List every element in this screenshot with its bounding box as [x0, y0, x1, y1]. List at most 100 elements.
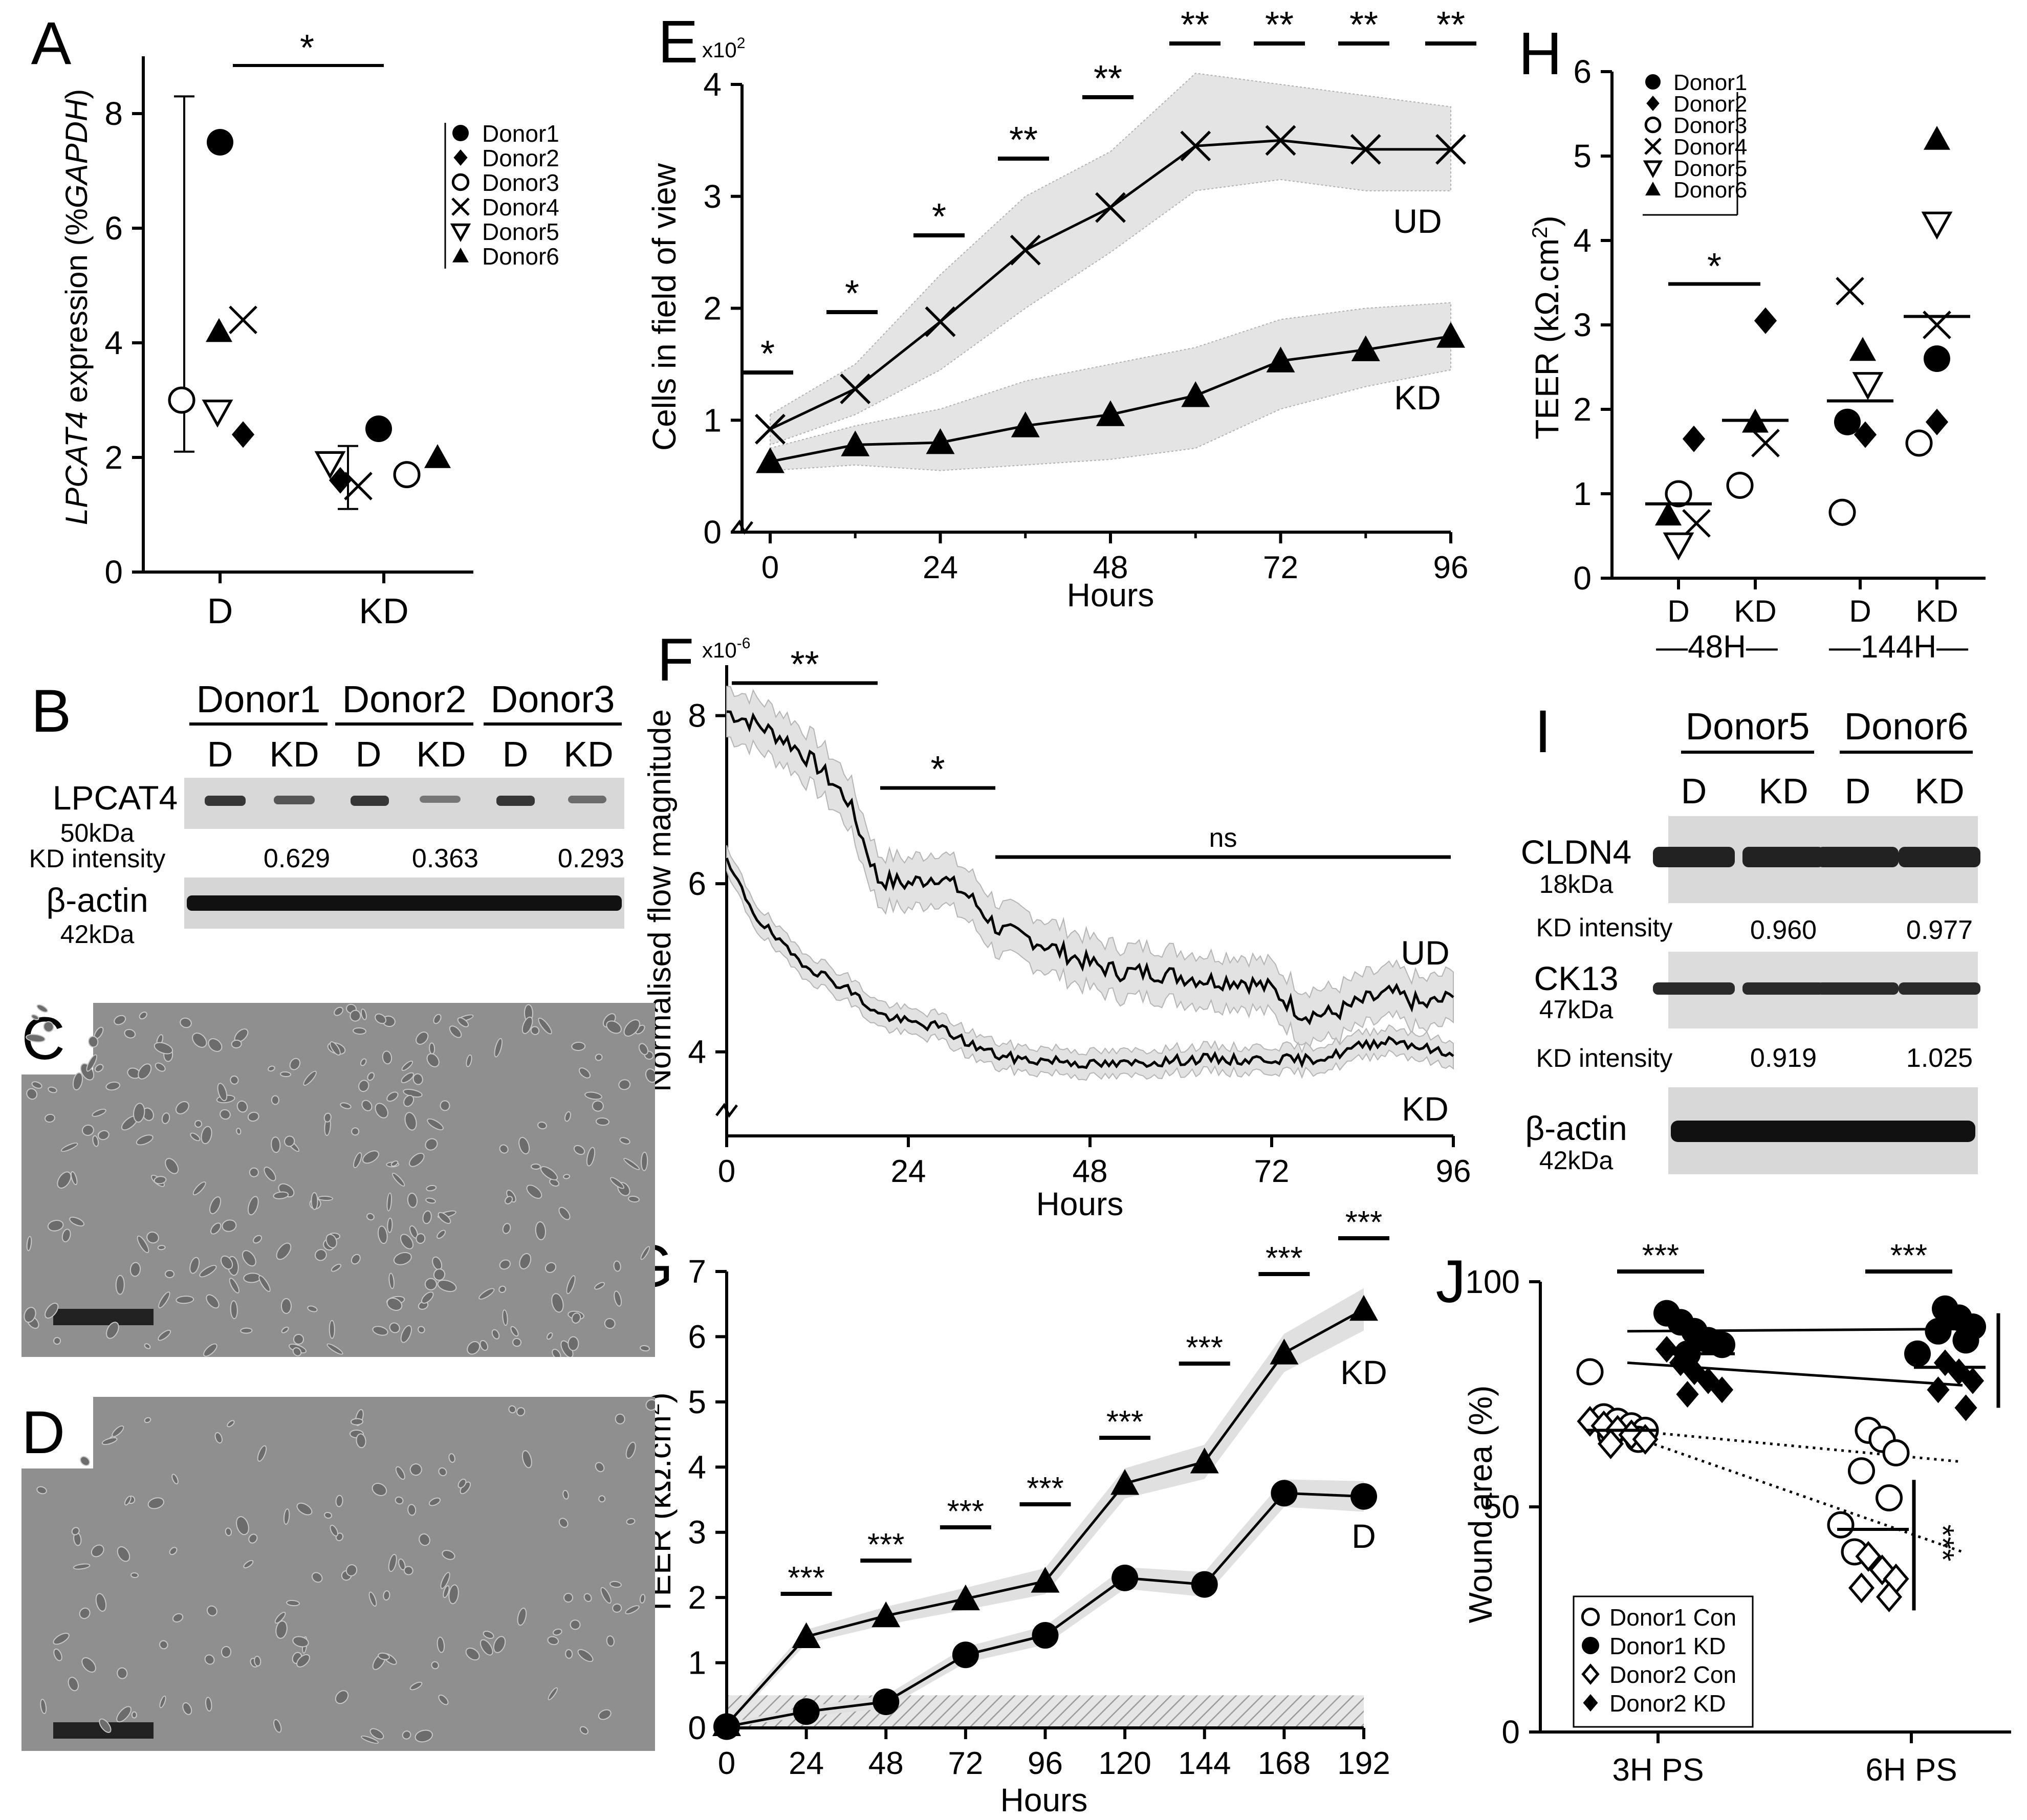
significance-label: *** — [1642, 1238, 1679, 1274]
x-tick-label: 96 — [1028, 1746, 1063, 1781]
cell-shape — [440, 1548, 457, 1562]
x-tick-label: 24 — [891, 1154, 926, 1189]
cell-shape — [542, 1260, 559, 1276]
lane-label: KD — [416, 734, 466, 774]
cell-shape — [514, 1405, 527, 1418]
data-point-donor6 — [1924, 126, 1950, 150]
cell-shape — [359, 1098, 375, 1113]
cell-shape — [408, 1679, 424, 1692]
data-point-donor5-d — [202, 399, 233, 428]
cell-shape — [234, 1099, 250, 1115]
cell-shape — [228, 1074, 241, 1087]
cell-shape — [407, 1461, 424, 1478]
data-point-donor2-con-6h — [1876, 1581, 1903, 1613]
cell-shape — [171, 1611, 185, 1625]
legend-label-donor2: Donor2 — [1673, 92, 1747, 117]
cell-shape — [68, 1214, 86, 1229]
cell-shape — [567, 1335, 579, 1351]
cell-shape — [76, 1605, 93, 1621]
cell-shape — [598, 1585, 614, 1606]
cell-shape — [115, 1666, 128, 1680]
cell-shape — [134, 1061, 155, 1083]
data-point-donor6-d — [206, 318, 232, 342]
data-point-donor2-con-6h — [1855, 1541, 1882, 1572]
cell-shape — [478, 1339, 490, 1352]
cldn4-band — [1653, 847, 1735, 867]
data-point-donor2 — [1925, 408, 1949, 435]
cell-shape — [369, 1480, 389, 1499]
data-point-donor6 — [1655, 501, 1682, 526]
legend-label-donor1: Donor1 — [1673, 70, 1747, 95]
lpcat4-band — [351, 796, 389, 806]
donor-header-donor2: Donor2 — [342, 678, 467, 720]
cell-shape — [221, 1646, 232, 1658]
multiplier-exp: 2 — [737, 35, 746, 52]
x-axis-label: Hours — [1036, 1186, 1124, 1222]
data-point-donor3 — [1905, 429, 1933, 457]
legend-marker-donor2-con — [1581, 1663, 1600, 1685]
data-point-donor1 — [1924, 345, 1950, 372]
y-tick-label: 3 — [703, 178, 722, 215]
cell-shape — [497, 1258, 513, 1272]
cell-shape — [255, 1444, 269, 1463]
legend-label-donor5: Donor5 — [1673, 156, 1747, 181]
cell-shape — [425, 1184, 438, 1193]
cell-shape — [429, 1659, 441, 1671]
cell-shape — [47, 1218, 65, 1233]
panel-b: B Donor1 Donor2 Donor3 D KD D KD D KD LPCAT450kDaK… — [29, 677, 624, 949]
legend-label-donor1: Donor1 — [482, 120, 559, 147]
cldn4-band — [1742, 847, 1824, 867]
intensity-value: 0.977 — [1906, 915, 1973, 945]
significance-label: ** — [1009, 120, 1038, 161]
cell-shape — [497, 1284, 508, 1295]
cell-shape — [545, 1331, 554, 1341]
cell-shape — [110, 1423, 126, 1439]
cell-shape — [508, 1325, 520, 1339]
cell-shape — [490, 1328, 502, 1341]
cell-shape — [162, 1155, 182, 1177]
cell-shape — [227, 1276, 242, 1295]
cell-shape — [156, 1290, 173, 1310]
lpcat4-blot — [184, 778, 624, 829]
lane-label: D — [356, 734, 382, 774]
x-axis-label: Hours — [1000, 1782, 1088, 1818]
series-line-d — [726, 1492, 1364, 1728]
cell-shape — [218, 1107, 233, 1122]
y-label-text: expression (% — [59, 208, 94, 411]
x-axis-label: Hours — [1067, 577, 1154, 613]
cell-shape — [229, 1300, 238, 1319]
cell-shape — [349, 1009, 362, 1022]
legend-marker-donor5 — [450, 223, 471, 243]
significance-label: *** — [867, 1527, 904, 1563]
cell-shape — [270, 1095, 279, 1106]
group-label-48h: —48H— — [1656, 629, 1778, 665]
cell-shape — [131, 1711, 137, 1719]
cell-shape — [435, 1636, 446, 1654]
data-point-donor2 — [1754, 307, 1777, 334]
data-point-donor1-con-6h — [1827, 1511, 1855, 1539]
cell-shape — [168, 1545, 179, 1556]
legend-marker-donor1 — [452, 125, 469, 141]
cell-shape — [332, 1004, 345, 1018]
cell-shape — [190, 1179, 208, 1198]
axis-break — [731, 519, 753, 535]
cell-shape — [207, 1194, 224, 1216]
cell-shape — [146, 1495, 166, 1511]
donor-header-donor6: Donor6 — [1844, 705, 1969, 748]
cell-shape — [158, 1638, 170, 1651]
y-label-close: ) — [59, 89, 94, 99]
cell-shape — [220, 1218, 238, 1234]
cell-shape — [571, 1041, 586, 1051]
data-point-kd — [792, 1622, 821, 1648]
data-point-donor3-d — [168, 386, 195, 414]
y-tick-label: 4 — [703, 66, 722, 103]
cell-shape — [520, 1449, 534, 1470]
data-point-donor3 — [1828, 498, 1856, 526]
cell-shape — [60, 1141, 79, 1154]
cell-shape — [233, 1514, 252, 1537]
multiplier-exp: -6 — [737, 635, 751, 652]
cell-shape — [596, 1494, 607, 1504]
cell-shape — [517, 1252, 534, 1271]
